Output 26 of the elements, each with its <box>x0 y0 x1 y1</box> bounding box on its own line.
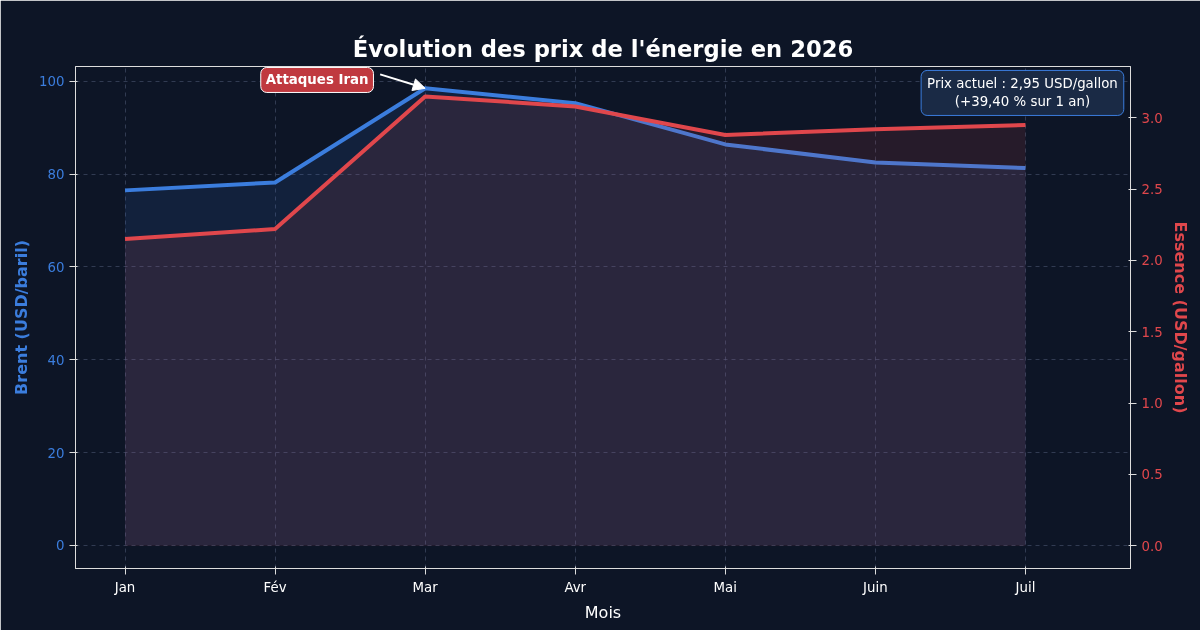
y2-axis-title: Essence (USD/gallon) <box>1170 221 1190 414</box>
x-axis-title: Mois <box>584 602 622 622</box>
x-tick-label: Juil <box>1014 579 1036 595</box>
y2-tick-label: 0.0 <box>1141 538 1163 554</box>
annotation: Prix actuel : 2,95 USD/gallon (+39,40 % sur 1 an) <box>927 76 1118 110</box>
x-tick-label: Avr <box>564 579 587 595</box>
y-tick-label: 0 <box>56 538 65 554</box>
y2-tick-label: 3.0 <box>1141 110 1163 126</box>
chart-title: Évolution des prix de l'énergie en 2026 <box>352 34 854 62</box>
y2-tick-label: 2.5 <box>1141 182 1163 198</box>
x-tick-label: Mar <box>412 579 439 595</box>
y-tick-label: 100 <box>39 74 65 90</box>
y-tick-label: 20 <box>47 445 65 461</box>
x-tick-label: Jan <box>113 579 136 595</box>
y-axis-title: Brent (USD/baril) <box>12 240 32 395</box>
x-tick-label: Juin <box>862 579 888 595</box>
x-tick-label: Fév <box>263 579 287 595</box>
y2-tick-label: 2.0 <box>1141 253 1163 269</box>
y-tick-label: 40 <box>47 352 65 368</box>
y2-tick-label: 1.0 <box>1141 396 1163 412</box>
y-tick-label: 60 <box>47 259 65 275</box>
y2-tick-label: 1.5 <box>1141 324 1163 340</box>
y2-tick-label: 0.5 <box>1141 467 1163 483</box>
annotation: Attaques Iran <box>265 72 369 88</box>
y-tick-label: 80 <box>47 167 65 183</box>
x-tick-label: Mai <box>713 579 737 595</box>
